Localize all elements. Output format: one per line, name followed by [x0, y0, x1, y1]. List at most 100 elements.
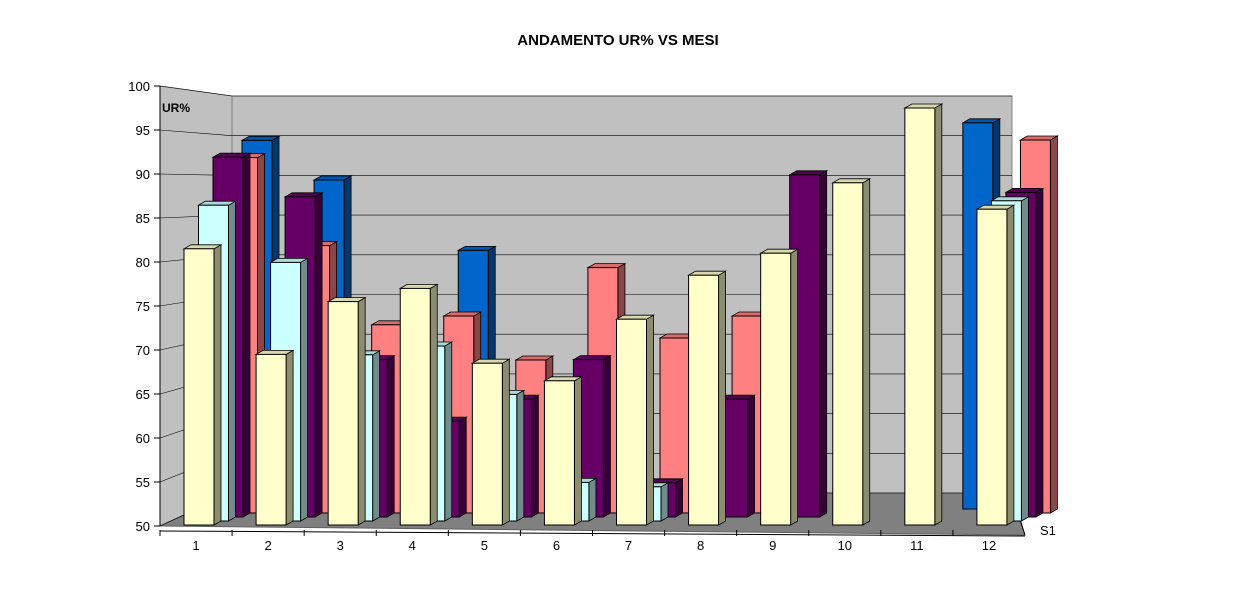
bar-top — [542, 376, 583, 382]
bar-side — [1006, 204, 1015, 526]
bar — [399, 287, 431, 526]
bar — [255, 353, 287, 526]
bar-side — [458, 416, 467, 518]
y-tick-label: 85 — [136, 211, 150, 226]
bar-side — [603, 354, 611, 518]
bar-top — [211, 152, 252, 158]
bar-side — [1050, 135, 1058, 514]
bar-top — [269, 257, 310, 263]
bar-side — [530, 394, 539, 518]
gridline-side — [159, 129, 233, 136]
bar-side — [675, 478, 683, 518]
bar-side — [862, 178, 871, 526]
bar-side — [242, 152, 251, 518]
bar-top — [1004, 187, 1045, 193]
bar — [832, 182, 864, 526]
bar-top — [586, 263, 627, 269]
bar-side — [372, 350, 381, 522]
x-tick-label: 10 — [838, 538, 852, 553]
y-tick-label: 90 — [136, 167, 150, 182]
bar-top — [975, 204, 1016, 210]
chart-title: ANDAMENTO UR% VS MESI — [517, 32, 719, 49]
bar-top — [182, 244, 223, 250]
bar-side — [790, 248, 799, 526]
bar-side — [300, 257, 308, 522]
bar-side — [574, 376, 582, 526]
y-tick-label: 65 — [136, 387, 150, 402]
bar — [904, 107, 936, 526]
bar-top — [312, 175, 353, 181]
bar-top — [470, 358, 511, 364]
bar-top — [283, 192, 324, 198]
bar-side — [516, 389, 525, 522]
bar-side — [228, 200, 236, 522]
bar-top — [326, 297, 367, 303]
bar-top — [514, 355, 555, 361]
bar-side — [357, 296, 366, 526]
x-tick-label: 4 — [409, 538, 416, 553]
bar-side — [819, 170, 828, 518]
bar — [543, 380, 575, 526]
x-tick-label: 6 — [553, 538, 560, 553]
bar — [688, 274, 720, 526]
bar-side — [646, 314, 654, 526]
bar-side — [429, 283, 438, 526]
x-tick-label: 7 — [625, 538, 632, 553]
bar-top — [831, 178, 872, 184]
x-tick-label: 3 — [337, 538, 344, 553]
bar-top — [398, 283, 439, 289]
x-tick-label: 8 — [697, 538, 704, 553]
y-tick-label: 70 — [136, 343, 150, 358]
bar-top — [961, 118, 1002, 124]
bar-top — [571, 355, 612, 361]
bar-top — [254, 349, 295, 355]
bar-top — [456, 245, 497, 251]
bar-top — [240, 135, 281, 141]
bar-top — [759, 248, 800, 254]
bar — [183, 248, 215, 526]
bar-top — [989, 196, 1030, 202]
bar-side — [1021, 196, 1029, 522]
bar-side — [718, 270, 726, 526]
y-tick-label: 95 — [136, 123, 150, 138]
x-tick-label: 1 — [192, 538, 199, 553]
depth-label-s1: S1 — [1040, 523, 1056, 538]
bar-side — [285, 349, 294, 526]
bar — [760, 252, 792, 526]
bar-side — [660, 482, 669, 522]
x-tick-label: 9 — [769, 538, 776, 553]
bar-top — [687, 270, 728, 276]
bar-top — [903, 103, 944, 109]
bar-side — [501, 358, 510, 526]
bar-side — [444, 341, 453, 522]
bar-side — [314, 192, 323, 518]
bar — [471, 362, 503, 526]
x-tick-label: 5 — [481, 538, 488, 553]
bar-side — [386, 354, 395, 518]
bar-side — [934, 103, 943, 526]
bar-side — [588, 477, 597, 522]
x-tick-label: 11 — [910, 538, 924, 553]
bar-side — [1035, 187, 1044, 518]
bar-top — [614, 314, 656, 320]
bar-top — [1018, 135, 1059, 141]
y-axis-label: UR% — [162, 101, 190, 115]
y-tick-label: 75 — [136, 299, 150, 314]
bar-top — [788, 170, 829, 176]
gridline-side — [159, 85, 233, 97]
y-tick-label: 50 — [136, 519, 150, 534]
y-tick-label: 80 — [136, 255, 150, 270]
x-tick-label: 2 — [265, 538, 272, 553]
y-tick-label: 55 — [136, 475, 150, 490]
bar-side — [213, 244, 222, 526]
y-tick-label: 100 — [128, 79, 150, 94]
y-tick-label: 60 — [136, 431, 150, 446]
bar-side — [747, 394, 755, 518]
x-tick-label: 12 — [982, 538, 996, 553]
bar-top — [196, 200, 238, 206]
bar — [976, 208, 1008, 526]
bar — [327, 301, 359, 526]
bar — [616, 318, 647, 526]
